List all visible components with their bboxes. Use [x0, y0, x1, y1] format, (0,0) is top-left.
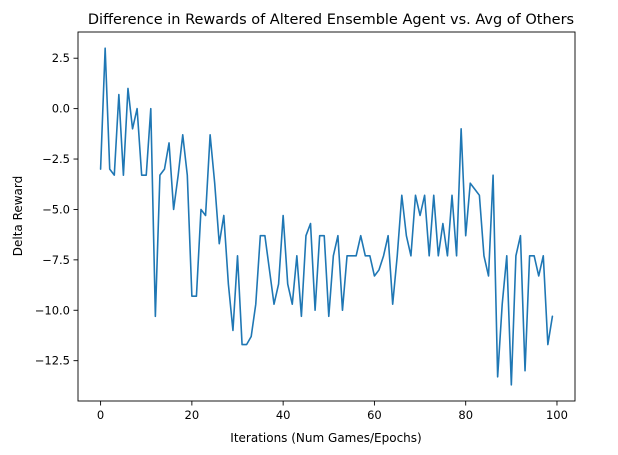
y-tick-label: −10.0 [35, 303, 70, 317]
x-tick-label: 80 [458, 408, 473, 422]
y-tick-label: 0.0 [52, 102, 70, 116]
x-tick-label: 100 [546, 408, 568, 422]
y-axis: 2.5 0.0 −2.5 −5.0 −7.5 −10.0 −12.5 [35, 51, 78, 368]
y-tick-label: 2.5 [52, 51, 70, 65]
y-tick-label: −12.5 [35, 354, 70, 368]
y-tick-label: −7.5 [42, 253, 70, 267]
series-layer [99, 47, 554, 386]
x-axis: 0 20 40 60 80 100 [97, 401, 568, 422]
series-line [99, 47, 554, 386]
plot-frame [77, 31, 576, 402]
x-axis-label: Iterations (Num Games/Epochs) [230, 431, 421, 445]
x-tick-label: 0 [97, 408, 104, 422]
x-tick-label: 40 [276, 408, 291, 422]
x-tick-label: 60 [367, 408, 382, 422]
y-tick-label: −2.5 [42, 152, 70, 166]
y-axis-label: Delta Reward [11, 176, 25, 257]
x-tick-label: 20 [185, 408, 200, 422]
y-tick-label: −5.0 [42, 202, 70, 216]
chart-title: Difference in Rewards of Altered Ensembl… [88, 12, 574, 28]
